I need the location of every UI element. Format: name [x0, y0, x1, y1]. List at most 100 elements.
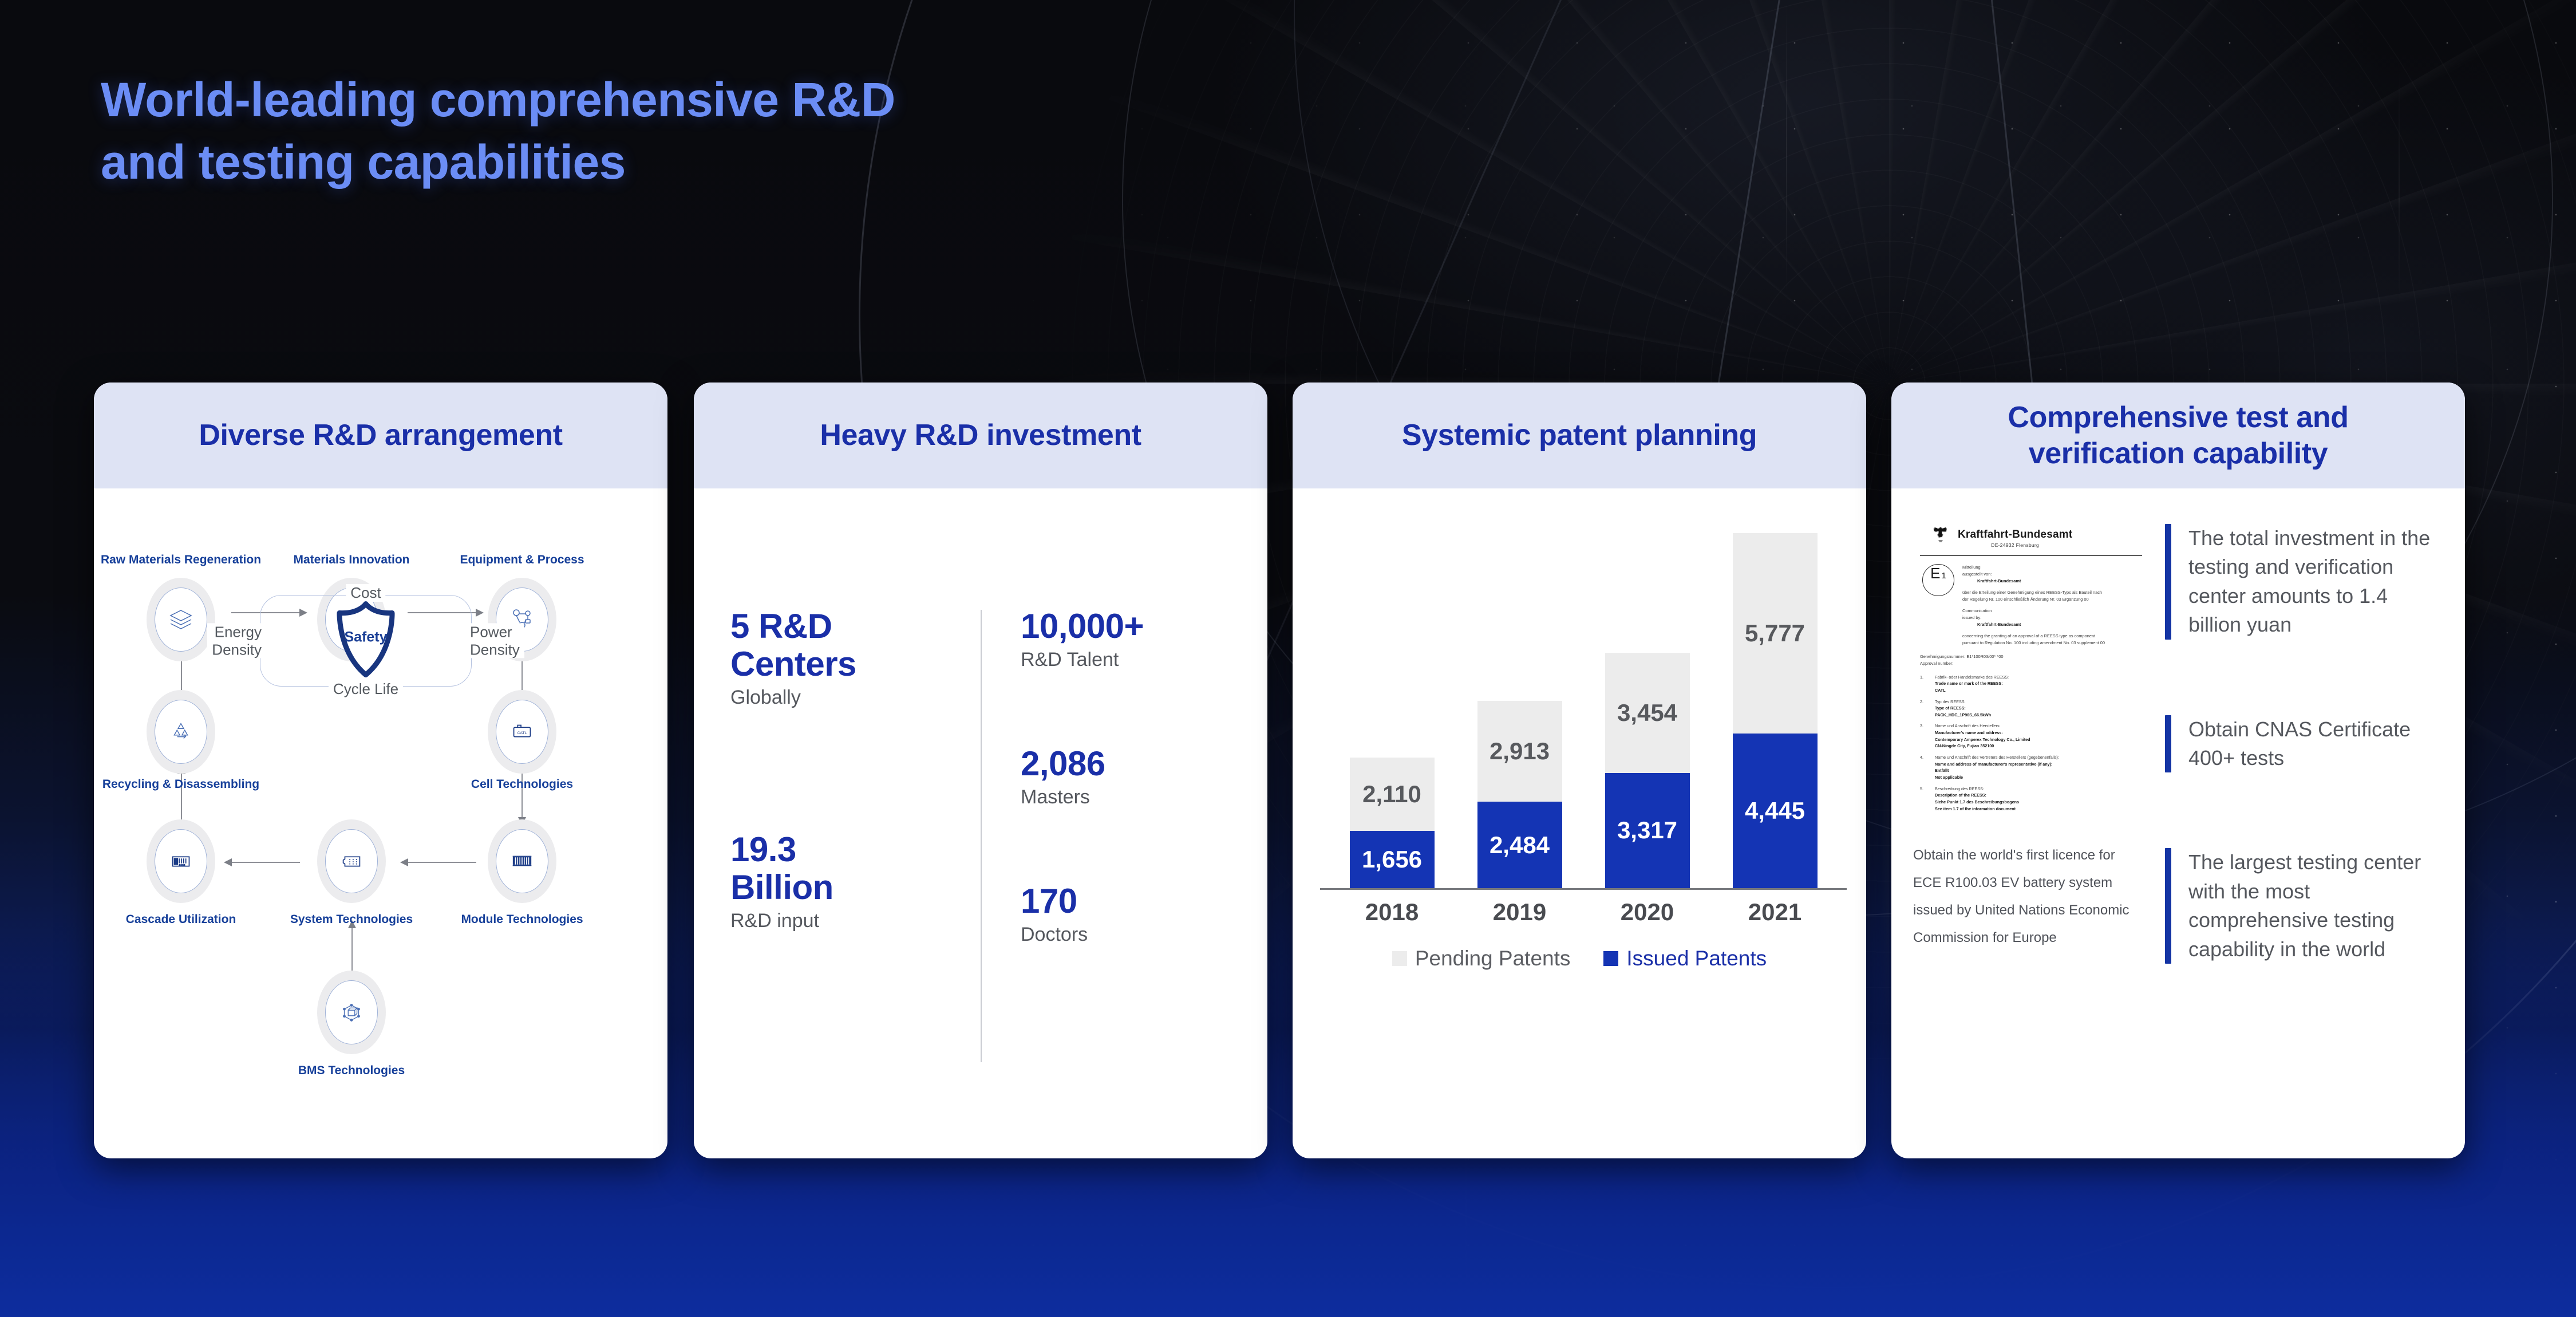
bullet-cnas-certificate: Obtain CNAS Certificate 400+ tests [2165, 715, 2434, 773]
certificate-item: 1. Fabrik- oder Handelsmarke des REESS: Tr… [1920, 674, 2142, 694]
card-diverse-rd-arrangement[interactable]: Diverse R&D arrangement Raw Mat [94, 383, 667, 1158]
certificate-item-line: Typ des REESS: [1935, 699, 1966, 704]
certificate-item-line: Trade name or mark of the REESS: [1935, 681, 2003, 687]
node-label: Module Technologies [461, 913, 583, 926]
stat-masters: 2,086 Masters [1021, 745, 1105, 809]
card-systemic-patent-planning[interactable]: Systemic patent planning 2,110 1,656 2,913… [1293, 383, 1866, 1158]
bar-value-pending: 3,454 [1617, 699, 1678, 727]
legend-label-pending: Pending Patents [1415, 947, 1571, 970]
node-raw-materials-regeneration[interactable]: Raw Materials Regeneration [101, 553, 261, 661]
certificate-item-line: Contemporary Amperex Technology Co., Lim… [1935, 736, 2030, 742]
node-system-technologies[interactable]: System Technologies [290, 819, 413, 926]
card-heavy-rd-investment[interactable]: Heavy R&D investment 5 R&D Centers Globa… [694, 383, 1267, 1158]
legend-swatch-pending [1392, 951, 1407, 966]
bar-segment-pending-2021[interactable]: 5,777 [1732, 533, 1818, 734]
verification-content: Kraftfahrt-Bundesamt DE-24932 Flensburg … [1891, 488, 2465, 1158]
node-module-technologies[interactable]: Module Technologies [461, 819, 583, 926]
highlight-bullets-column: The total investment in the testing and … [2155, 488, 2465, 1158]
bar-segment-issued-2018[interactable]: 1,656 [1349, 830, 1435, 888]
bar-value-issued: 1,656 [1361, 845, 1423, 873]
x-tick-2019: 2019 [1492, 898, 1547, 925]
node-recycling-and-disassembling[interactable]: Recycling & Disassembling [102, 690, 259, 791]
certificate-item-line: Not applicable [1935, 775, 1963, 780]
card-3-header: Systemic patent planning [1293, 383, 1866, 488]
cabinet-rack-icon [155, 829, 207, 893]
certificate-item-line: Entfällt [1935, 768, 1949, 774]
bar-group-2020[interactable]: 3,454 3,317 [1605, 653, 1690, 888]
stat-value: 2,086 [1021, 744, 1105, 783]
patent-stacked-bar-chart: 2,110 1,656 2,913 2,484 3,454 3,317 5,777 4,445… [1293, 488, 1866, 1158]
certificate-line: issued by: [1962, 614, 1982, 620]
node-label: Equipment & Process [460, 553, 584, 566]
node-label: Materials Innovation [293, 553, 410, 566]
certificate-item-line: Description of the REESS: [1935, 792, 1986, 798]
cube-network-icon [325, 980, 378, 1044]
node-cell-technologies[interactable]: CATL Cell Technologies [471, 690, 574, 791]
card-comprehensive-test-verification[interactable]: Comprehensive test and verification capa… [1891, 383, 2465, 1158]
certificate-approval-number: Genehmigungsnummer: E1*100R03/00* *00 Ap… [1920, 653, 2142, 667]
certificate-caption: Obtain the world's first licence for ECE… [1913, 847, 2129, 946]
certificate-item: 5. Beschreibung des REESS: Description of … [1920, 786, 2142, 813]
certificate-text-lines: Mitteilung ausgestellt von: Kraftfahrt-Bun… [1962, 564, 2142, 646]
core-label-cost: Cost [346, 584, 386, 602]
node-cascade-utilization[interactable]: Cascade Utilization [126, 819, 236, 926]
certificate-item-number: 1. [1920, 674, 1923, 680]
node-bms-technologies[interactable]: BMS Technologies [298, 971, 405, 1077]
certificate-line: pursuant to Regulation No. 100 including… [1962, 640, 2105, 645]
x-tick-2020: 2020 [1620, 898, 1674, 925]
certificate-org-block: Kraftfahrt-Bundesamt DE-24932 Flensburg [1958, 529, 2072, 548]
card-3-body: 2,110 1,656 2,913 2,484 3,454 3,317 5,777 4,445… [1293, 488, 1866, 1158]
kba-certificate-document[interactable]: Kraftfahrt-Bundesamt DE-24932 Flensburg … [1911, 515, 2151, 823]
certificate-item: 3. Name und Anschrift des Herstellers: Man… [1920, 723, 2142, 750]
legend-label-issued: Issued Patents [1626, 947, 1767, 970]
battery-cell-icon: CATL [496, 700, 548, 764]
chart-bars: 2,110 1,656 2,913 2,484 3,454 3,317 5,777 4,445 [1328, 533, 1839, 888]
bullet-accent-bar [2165, 524, 2171, 640]
certificate-item-number: 4. [1920, 755, 1923, 760]
bar-group-2019[interactable]: 2,913 2,484 [1477, 700, 1562, 888]
page-title-line-1: World-leading comprehensive R&D [101, 73, 895, 127]
bullet-total-investment: The total investment in the testing and … [2165, 524, 2434, 640]
stats-column-right: 10,000+ R&D Talent 2,086 Masters 170 Doc… [977, 488, 1267, 1158]
certificate-item-text: Name und Anschrift des Herstellers: Manuf… [1935, 723, 2030, 750]
stat-value-line2: Billion [730, 868, 833, 906]
node-icon-wrap [147, 690, 215, 774]
bar-group-2021[interactable]: 5,777 4,445 [1732, 533, 1818, 888]
certificate-line: über die Erteilung einer Genehmigung ein… [1962, 589, 2103, 595]
node-icon-wrap [488, 819, 556, 903]
bar-group-2018[interactable]: 2,110 1,656 [1349, 757, 1435, 888]
bullet-text: The total investment in the testing and … [2188, 526, 2431, 637]
card-2-body: 5 R&D Centers Globally 19.3 Billion R&D … [694, 488, 1267, 1158]
certificate-item-line: Siehe Punkt 1.7 des Beschreibungsbogens [1935, 799, 2019, 805]
legend-item-pending-patents[interactable]: Pending Patents [1392, 947, 1571, 971]
stat-doctors: 170 Doctors [1021, 882, 1088, 946]
bar-segment-issued-2021[interactable]: 4,445 [1732, 734, 1818, 888]
certificate-item-text: Typ des REESS: Type of REESS: PACK_HDC_1P9… [1935, 699, 1991, 719]
node-icon-wrap [147, 819, 215, 903]
certificate-item-text: Fabrik- oder Handelsmarke des REESS: Trad… [1935, 674, 2009, 694]
arrow-materials-to-equipment [408, 609, 484, 617]
certificate-line: Kraftfahrt-Bundesamt [1977, 621, 2021, 627]
stat-rd-talent: 10,000+ R&D Talent [1021, 608, 1144, 671]
legend-item-issued-patents[interactable]: Issued Patents [1603, 947, 1767, 971]
bar-segment-pending-2019[interactable]: 2,913 [1477, 700, 1562, 802]
certificate-header: Kraftfahrt-Bundesamt DE-24932 Flensburg [1920, 525, 2142, 551]
svg-text:Safety: Safety [344, 629, 387, 645]
card-4-heading-line-1: Comprehensive test and [2008, 401, 2349, 435]
stat-value-line2: Centers [730, 645, 856, 683]
node-icon-wrap [317, 819, 386, 903]
bar-segment-issued-2019[interactable]: 2,484 [1477, 802, 1562, 888]
approval-number-de: Genehmigungsnummer: E1*100R03/00* *00 [1920, 653, 2004, 659]
card-4-heading-line-2: verification capability [2028, 436, 2328, 470]
bar-segment-issued-2020[interactable]: 3,317 [1605, 772, 1690, 888]
stat-label: Doctors [1021, 924, 1088, 945]
certificate-item-line: CN-Ningde City, Fujian 352100 [1935, 743, 1994, 749]
arrow-system-to-cascade [224, 858, 300, 866]
node-icon-wrap [317, 971, 386, 1054]
bar-segment-pending-2020[interactable]: 3,454 [1605, 653, 1690, 773]
core-label-energy-density: Energy Density [207, 623, 264, 658]
bar-segment-pending-2018[interactable]: 2,110 [1349, 757, 1435, 831]
certificate-org-name: Kraftfahrt-Bundesamt [1958, 528, 2073, 541]
